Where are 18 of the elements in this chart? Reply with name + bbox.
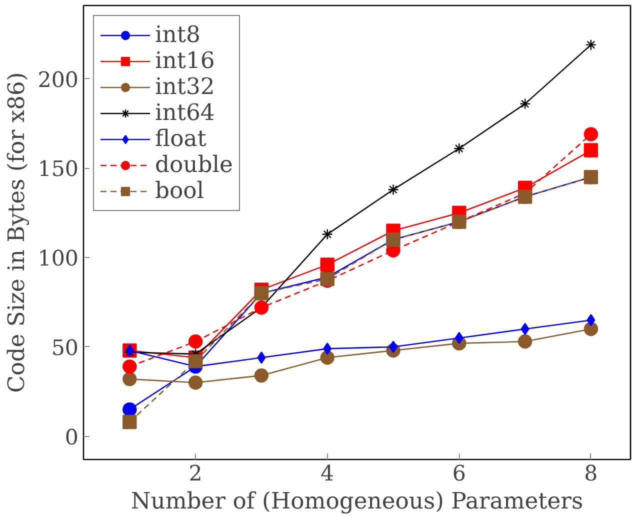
x-tick-label: 6 <box>452 462 466 486</box>
y-tick-label: 100 <box>38 246 79 272</box>
legend-label: float <box>155 126 206 152</box>
y-tick-label: 0 <box>64 425 79 450</box>
y-axis-title: Code Size in Bytes (for x86) <box>4 72 30 393</box>
legend-label: bool <box>155 178 204 204</box>
legend-label: int32 <box>155 74 215 100</box>
y-tick-label: 150 <box>38 157 79 182</box>
legend-label: double <box>155 152 233 178</box>
y-tick-label: 200 <box>38 68 79 93</box>
legend-label: int64 <box>155 100 215 126</box>
x-tick-label: 2 <box>188 462 202 486</box>
legend-label: int8 <box>155 22 200 48</box>
y-tick-label: 50 <box>51 336 78 361</box>
x-axis-title: Number of (Homogeneous) Parameters <box>130 488 584 514</box>
x-tick-label: 4 <box>320 462 334 486</box>
x-tick-label: 8 <box>584 462 598 486</box>
legend-label: int16 <box>155 48 215 74</box>
